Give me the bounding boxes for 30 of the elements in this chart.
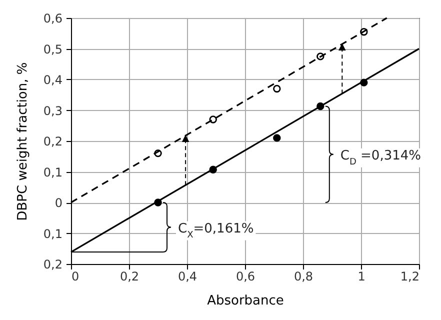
y-tick-label: 0,3 (43, 104, 62, 118)
x-tick-label: 0,6 (236, 270, 256, 284)
annotation: C$_{D}$ =0,314% (340, 148, 421, 168)
x-tick-label: 1,2 (400, 270, 420, 284)
x-tick-label: 0,4 (178, 270, 198, 284)
point (316, 52, 324, 60)
y-tick-label: 0,5 (43, 42, 62, 56)
y-tick-label: 0,2 (43, 134, 62, 148)
x-tick-label: 1 (358, 270, 366, 284)
point (209, 116, 217, 124)
point (273, 84, 281, 93)
x-tick-label: 0,8 (294, 270, 314, 284)
y-tick-label: 0,1 (43, 226, 62, 241)
y-tick-label: 0,2 (43, 258, 62, 272)
x-tick-label: 0,2 (120, 270, 140, 284)
x-axis-title: Absorbance (207, 294, 284, 308)
x-tick-label: 0 (72, 270, 80, 284)
point (154, 198, 162, 206)
point (154, 149, 162, 158)
y-tick-label: 0 (54, 196, 62, 210)
y-tick-label: 0,6 (43, 12, 62, 26)
y-tick-label: 0,1 (43, 165, 62, 180)
y-tick-label: 0,4 (43, 73, 62, 87)
y-axis-title: DBPC weight fraction, % (15, 62, 30, 221)
annotation: C$_{X}$=0,161% (178, 221, 254, 240)
point (273, 134, 281, 142)
point (360, 28, 368, 36)
point (360, 78, 368, 86)
point (316, 102, 324, 110)
point (209, 166, 217, 174)
